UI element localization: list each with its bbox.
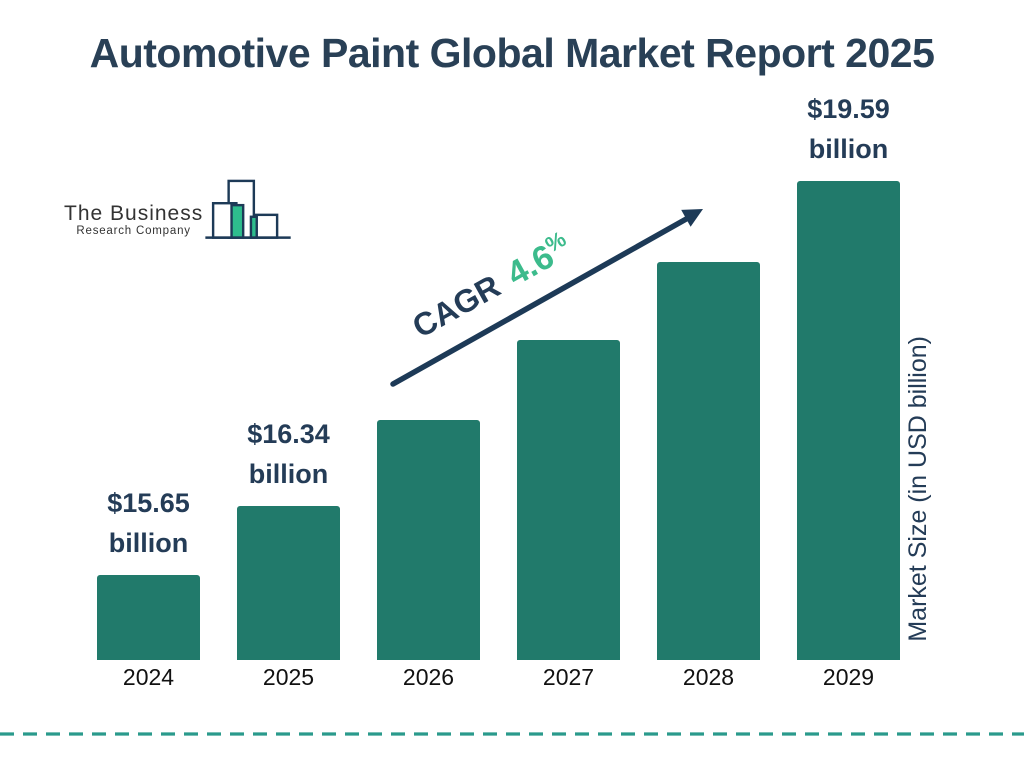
bar-2027 bbox=[517, 340, 620, 660]
x-tick-label-2025: 2025 bbox=[262, 664, 315, 690]
value-label-2029: $19.59 billion bbox=[807, 94, 890, 164]
logo-company-subtitle: Research Company bbox=[76, 225, 191, 237]
bar-2024 bbox=[97, 575, 200, 660]
bar-2026 bbox=[377, 420, 480, 660]
y-axis-label: Market Size (in USD billion) bbox=[904, 336, 932, 642]
value-label-2024: $15.65 billion bbox=[107, 488, 190, 558]
page-title: Automotive Paint Global Market Report 20… bbox=[89, 30, 935, 76]
company-logo: The Business Research Company bbox=[64, 178, 293, 242]
x-tick-label-2028: 2028 bbox=[682, 664, 735, 690]
logo-bar-chart-icon bbox=[205, 179, 291, 239]
logo-text: The Business Research Company bbox=[64, 203, 203, 238]
bar-2028 bbox=[657, 262, 760, 660]
x-tick-label-2029: 2029 bbox=[822, 664, 875, 690]
bar-2025 bbox=[237, 506, 340, 660]
x-tick-label-2026: 2026 bbox=[402, 664, 455, 690]
x-tick-label-2024: 2024 bbox=[122, 664, 175, 690]
logo-company-name: The Business bbox=[64, 202, 204, 225]
bar-2029 bbox=[797, 181, 900, 660]
x-tick-label-2027: 2027 bbox=[542, 664, 595, 690]
value-label-2025: $16.34 billion bbox=[247, 419, 330, 489]
